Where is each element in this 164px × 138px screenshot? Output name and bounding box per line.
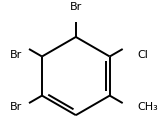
Text: Br: Br xyxy=(70,2,82,12)
Text: Br: Br xyxy=(10,102,22,112)
Text: CH₃: CH₃ xyxy=(138,102,158,112)
Text: Br: Br xyxy=(10,50,22,59)
Text: Cl: Cl xyxy=(138,50,149,59)
